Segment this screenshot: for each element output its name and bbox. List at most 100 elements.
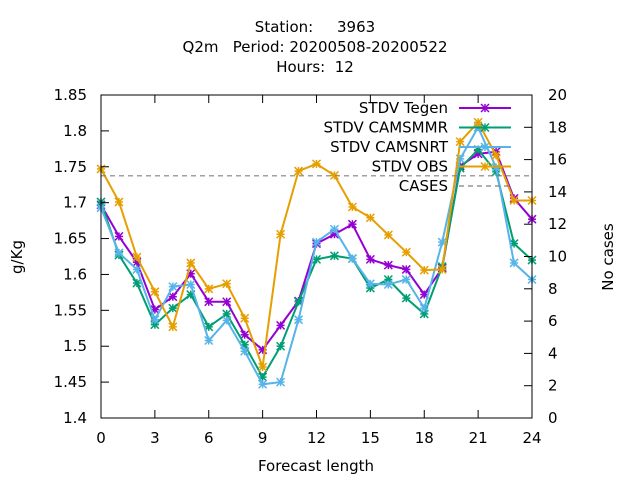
- data-point: [204, 297, 214, 307]
- y-tick-label: 1.7: [63, 194, 87, 212]
- legend-label: STDV CAMSNRT: [330, 138, 449, 156]
- data-point: [311, 254, 322, 264]
- legend-marker: [480, 161, 490, 172]
- data-point: [222, 315, 232, 325]
- data-point: [347, 254, 357, 264]
- data-point: [365, 213, 375, 223]
- data-point: [222, 279, 232, 289]
- data-point: [168, 292, 178, 302]
- data-point: [276, 229, 286, 239]
- x-tick-label: 21: [469, 429, 488, 447]
- legend-marker: [480, 122, 490, 133]
- axes: 0 3 6 9 12 15 18 21 241.41.451.51.551.61.651.71.…: [54, 86, 568, 447]
- legend-label: STDV OBS: [372, 158, 448, 176]
- y-tick-label: 1.5: [63, 337, 87, 355]
- legend-entry: STDV Tegen: [359, 99, 511, 117]
- data-point: [294, 315, 304, 325]
- data-point: [168, 303, 178, 313]
- y2-tick-label: 20: [548, 86, 567, 104]
- x-tick-label: 0: [96, 429, 106, 447]
- x-tick-label: 12: [307, 429, 326, 447]
- data-point: [383, 279, 393, 290]
- y2-tick-label: 6: [548, 312, 558, 330]
- data-point: [276, 341, 286, 351]
- title-line-1: Station: 3963: [255, 18, 375, 36]
- data-point: [222, 297, 232, 307]
- y2-axis-label: No cases: [599, 223, 617, 291]
- x-tick-label: 6: [204, 429, 214, 447]
- data-point: [114, 248, 124, 258]
- data-point: [276, 320, 286, 330]
- data-point: [132, 252, 142, 262]
- y2-tick-label: 18: [548, 118, 567, 136]
- data-point: [365, 279, 375, 289]
- legend-entry: CASES: [399, 177, 511, 195]
- data-point: [437, 264, 447, 274]
- legend-marker: [480, 103, 490, 113]
- x-axis-label: Forecast length: [258, 457, 374, 475]
- legend-label: CASES: [399, 177, 448, 195]
- x-tick-label: 15: [361, 429, 380, 447]
- y-tick-label: 1.45: [54, 373, 87, 391]
- data-point: [347, 202, 357, 212]
- chart-title: Station: 3963 Q2m Period: 20200508-20200…: [183, 18, 448, 76]
- data-point: [186, 258, 196, 268]
- data-point: [383, 230, 393, 240]
- series-stdv-camsnrt: [96, 122, 537, 389]
- data-point: [132, 278, 142, 288]
- series-stdv-camsmmr: [96, 145, 537, 382]
- y-axis-label: g/Kg: [8, 240, 26, 274]
- y2-tick-label: 12: [548, 215, 567, 233]
- data-point: [419, 303, 429, 313]
- data-point: [401, 264, 411, 274]
- data-point: [240, 346, 250, 356]
- data-point: [383, 260, 393, 270]
- data-point: [204, 322, 214, 332]
- data-point: [294, 166, 304, 176]
- data-point: [401, 274, 411, 284]
- data-point: [509, 258, 519, 268]
- data-point: [401, 247, 411, 257]
- y-tick-label: 1.8: [63, 122, 87, 140]
- x-tick-label: 9: [258, 429, 268, 447]
- title-line-3: Hours: 12: [276, 58, 354, 76]
- y-tick-label: 1.75: [54, 158, 87, 176]
- legend-entry: STDV CAMSNRT: [330, 138, 511, 156]
- data-point: [276, 377, 286, 387]
- data-point: [329, 224, 339, 234]
- data-point: [329, 251, 339, 261]
- data-point: [204, 284, 214, 294]
- y-tick-label: 1.6: [63, 265, 87, 283]
- data-point: [240, 330, 250, 340]
- data-point: [150, 315, 160, 325]
- y-tick-label: 1.85: [54, 86, 87, 104]
- series-line: [100, 150, 533, 352]
- data-point: [114, 231, 124, 241]
- data-point: [114, 197, 124, 207]
- y2-tick-label: 10: [548, 248, 567, 266]
- title-line-2: Q2m Period: 20200508-20200522: [183, 38, 448, 56]
- data-point: [365, 254, 375, 264]
- y2-tick-label: 16: [548, 151, 567, 169]
- data-point: [258, 372, 268, 382]
- data-point: [419, 265, 429, 275]
- data-point: [329, 170, 339, 180]
- data-point: [258, 362, 268, 372]
- data-point: [311, 159, 322, 169]
- legend-entry: STDV OBS: [372, 158, 511, 176]
- y2-tick-label: 4: [548, 344, 558, 362]
- data-point: [311, 237, 322, 247]
- data-point: [347, 219, 357, 229]
- legend-marker: [480, 142, 490, 152]
- y-tick-label: 1.4: [63, 409, 87, 427]
- data-point: [491, 150, 501, 160]
- x-tick-label: 18: [415, 429, 434, 447]
- data-point: [240, 313, 250, 323]
- y2-tick-label: 14: [548, 183, 567, 201]
- data-point: [150, 287, 160, 297]
- legend-label: STDV Tegen: [359, 99, 448, 117]
- data-point: [473, 117, 483, 127]
- data-point: [509, 195, 519, 206]
- data-point: [401, 293, 411, 303]
